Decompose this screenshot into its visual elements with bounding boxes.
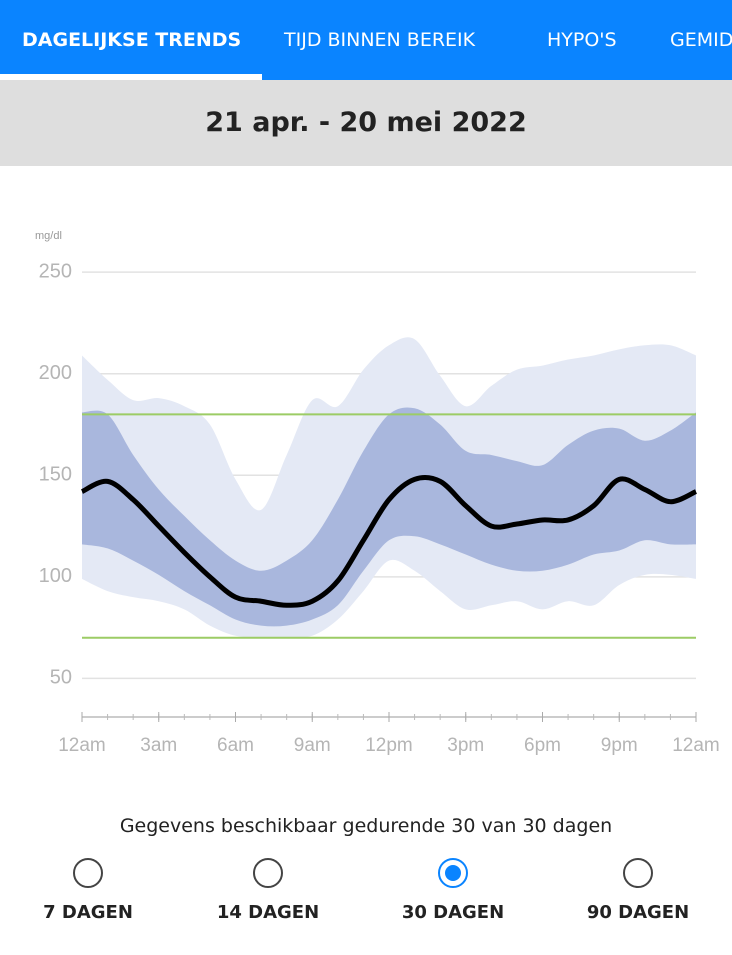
y-tick-label: 150	[39, 464, 72, 486]
y-tick-label: 250	[39, 260, 72, 282]
x-tick-label: 3am	[140, 735, 177, 756]
tab[interactable]: GEMID	[670, 29, 732, 51]
option-label: 7 DAGEN	[43, 902, 133, 923]
x-tick-label: 3pm	[447, 735, 484, 756]
option-label: 30 DAGEN	[401, 902, 505, 923]
percentile-band	[82, 407, 696, 627]
radio-button[interactable]	[253, 858, 283, 888]
x-tick-label: 12am	[58, 735, 106, 756]
availability: Gegevens beschikbaar gedurende 30 van 30…	[119, 815, 613, 837]
x-tick-label: 6pm	[524, 735, 561, 756]
radio-button[interactable]	[623, 858, 653, 888]
tab[interactable]: HYPO'S	[547, 29, 617, 51]
x-tick-label: 12pm	[365, 735, 413, 756]
x-tick-label: 12am	[672, 735, 720, 756]
range-option[interactable]: 14 DAGEN	[178, 858, 358, 923]
y-tick-label: 100	[39, 565, 72, 587]
median-line	[80, 474, 698, 608]
x-tick-label: 6am	[217, 735, 254, 756]
option-label: 14 DAGEN	[216, 902, 320, 923]
tab[interactable]: TIJD BINNEN BEREIK	[284, 29, 476, 51]
range-option[interactable]: 90 DAGEN	[548, 858, 728, 923]
active-tab-indicator	[0, 74, 262, 80]
y-tick-label: 50	[50, 667, 72, 689]
option-label: 90 DAGEN	[586, 902, 690, 923]
y-axis-label: mg/dl	[35, 230, 62, 242]
y-tick-label: 200	[39, 362, 72, 384]
date-text: 21 apr. - 20 mei 2022	[205, 107, 527, 138]
chart: mg/dl 50 100 150 200 250 12am 3am 6am 9am 12pm 3pm…	[35, 230, 720, 756]
tab-bar: DAGELIJKSE TRENDS TIJD BINNEN BEREIK HYP…	[0, 0, 732, 80]
range-option[interactable]: 30 DAGEN	[363, 858, 543, 923]
radio-button[interactable]	[438, 858, 468, 888]
x-tick-label: 9pm	[601, 735, 638, 756]
radio-button[interactable]	[73, 858, 103, 888]
tab[interactable]: DAGELIJKSE TRENDS	[22, 29, 242, 51]
x-tick-label: 9am	[294, 735, 331, 756]
date-range: 21 apr. - 20 mei 2022	[0, 80, 732, 166]
range-option[interactable]: 7 DAGEN	[0, 858, 178, 923]
